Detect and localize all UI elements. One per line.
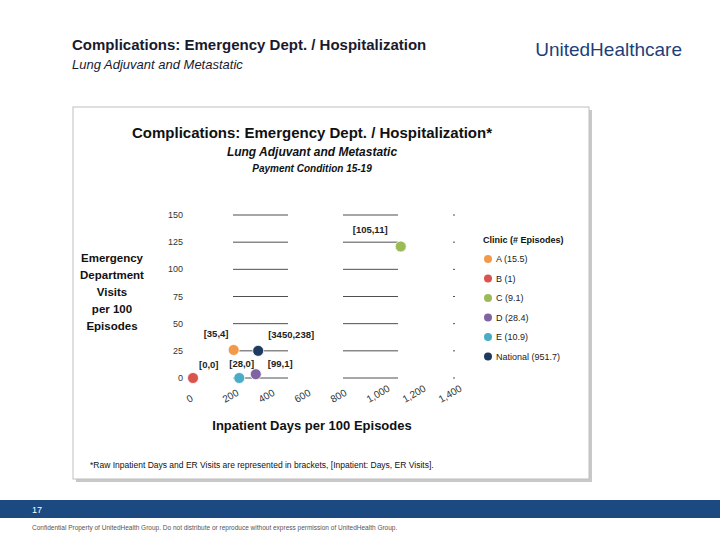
chart-title: Complications: Emergency Dept. / Hospita… xyxy=(132,124,492,141)
y-axis-label-line: Department xyxy=(80,269,144,281)
grid-line xyxy=(233,378,455,379)
x-tick xyxy=(445,384,446,386)
grid-line xyxy=(233,215,455,216)
slide-title: Complications: Emergency Dept. / Hospita… xyxy=(72,36,426,53)
y-tick-label: 75 xyxy=(173,292,183,302)
grid-line xyxy=(233,242,455,243)
point xyxy=(250,369,261,380)
chart-box xyxy=(73,107,589,479)
point xyxy=(253,345,264,356)
payment-condition: Payment Condition 15-19 xyxy=(252,163,372,174)
x-tick-label: 1,400 xyxy=(437,382,465,404)
page-number: 17 xyxy=(32,505,42,515)
slide-subtitle: Lung Adjuvant and Metastatic xyxy=(72,57,243,72)
legend-label: B (1) xyxy=(496,274,516,284)
x-tick xyxy=(229,384,230,386)
y-tick-label: 150 xyxy=(168,210,183,220)
x-axis-label: Inpatient Days per 100 Episodes xyxy=(212,418,411,433)
grid-line xyxy=(233,323,455,324)
legend-marker xyxy=(484,333,492,341)
legend-label: D (28.4) xyxy=(496,313,529,323)
point-annotation: [35,4] xyxy=(204,328,229,339)
y-axis-label-line: Emergency xyxy=(81,252,144,264)
x-tick xyxy=(265,384,266,386)
legend-marker xyxy=(484,294,492,302)
y-tick-label: 125 xyxy=(168,237,183,247)
legend-marker xyxy=(484,255,492,263)
legend-marker xyxy=(484,353,492,361)
grid-line xyxy=(233,350,455,351)
point-annotation: [3450,238] xyxy=(268,329,314,340)
legend-label: C (9.1) xyxy=(496,293,524,303)
legend-label: E (10.9) xyxy=(496,332,528,342)
x-tick xyxy=(373,384,374,386)
y-tick-label: 100 xyxy=(168,264,183,274)
y-tick-label: 0 xyxy=(178,373,183,383)
legend-title: Clinic (# Episodes) xyxy=(483,235,564,245)
y-tick-label: 25 xyxy=(173,346,183,356)
x-tick-label: 0 xyxy=(185,392,196,405)
x-tick-label: 800 xyxy=(329,387,349,405)
point-annotation: [28,0] xyxy=(229,358,254,369)
point xyxy=(234,373,245,384)
y-axis-label-line: Visits xyxy=(97,286,127,298)
legend-label: National (951.7) xyxy=(496,352,560,362)
grid-line xyxy=(233,269,455,270)
x-tick xyxy=(193,384,194,386)
grid-line xyxy=(233,296,455,297)
y-tick-label: 50 xyxy=(173,319,183,329)
points xyxy=(188,241,407,383)
footer-bar xyxy=(0,500,720,518)
point-annotation: [99,1] xyxy=(268,358,293,369)
legend-marker xyxy=(484,314,492,322)
x-tick-label: 1,200 xyxy=(401,382,429,404)
slide: Complications: Emergency Dept. / Hospita… xyxy=(0,0,720,540)
footer-text: Confidential Property of UnitedHealth Gr… xyxy=(32,524,397,532)
point-annotation: [105,11] xyxy=(353,224,388,235)
y-axis-label-line: Episodes xyxy=(86,320,137,332)
legend-label: A (15.5) xyxy=(496,254,528,264)
x-tick xyxy=(337,384,338,386)
x-tick-label: 1,000 xyxy=(365,382,393,404)
logo: UnitedHealthcare xyxy=(535,39,682,60)
canvas: Complications: Emergency Dept. / Hospita… xyxy=(0,0,720,540)
legend-marker xyxy=(484,275,492,283)
y-axis-label-line: per 100 xyxy=(92,303,132,315)
point-annotation: [0,0] xyxy=(199,359,219,370)
x-tick xyxy=(409,384,410,386)
point xyxy=(228,344,239,355)
x-tick-label: 600 xyxy=(293,387,313,405)
footnote: *Raw Inpatient Days and ER Visits are re… xyxy=(90,460,434,470)
point xyxy=(188,373,199,384)
x-tick xyxy=(301,384,302,386)
x-tick-label: 200 xyxy=(221,387,241,405)
x-tick-label: 400 xyxy=(257,387,277,405)
y-axis-label: Emergency Department Visits per 100 Episodes xyxy=(80,252,144,332)
chart-subtitle: Lung Adjuvant and Metastatic xyxy=(227,145,398,159)
point xyxy=(395,241,406,252)
